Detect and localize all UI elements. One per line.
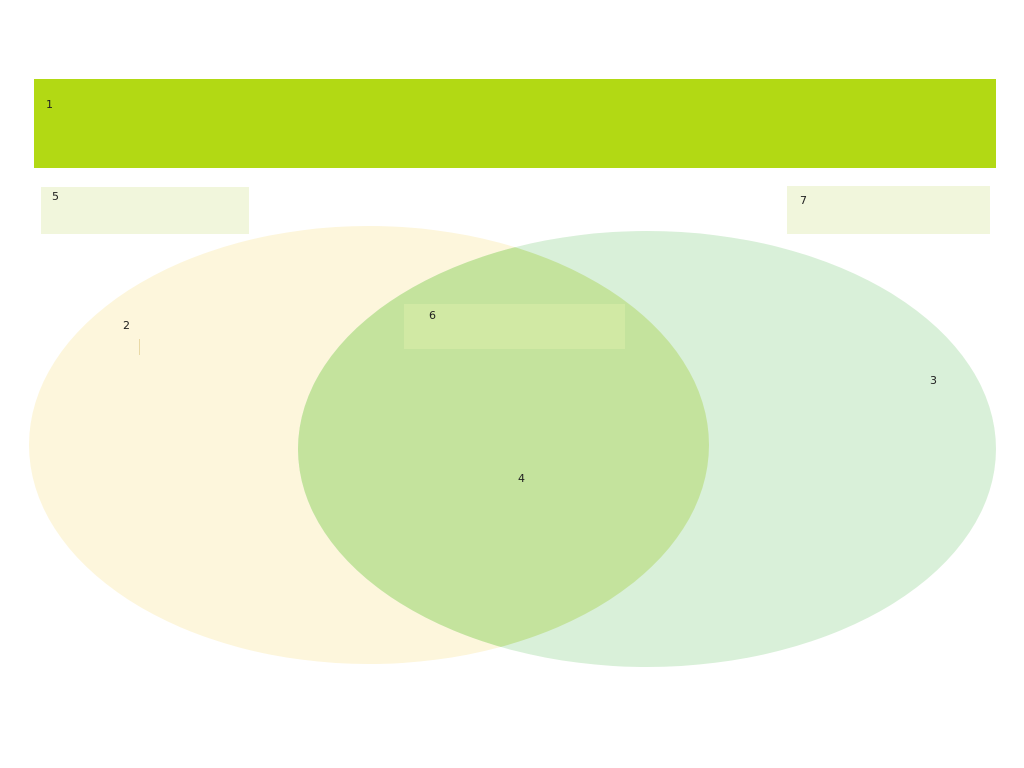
venn-overlap-label: 4 <box>518 472 525 485</box>
venn-set-a-label: 2 <box>123 319 130 332</box>
label-box-right-text: 7 <box>800 194 807 207</box>
label-box-right[interactable]: 7 <box>787 186 990 234</box>
label-box-center-text: 6 <box>429 309 436 322</box>
header-label: 1 <box>46 98 53 111</box>
text-cursor <box>139 339 140 355</box>
label-box-left-text: 5 <box>52 190 59 203</box>
label-box-left[interactable]: 5 <box>41 187 249 234</box>
label-box-center[interactable]: 6 <box>404 304 625 349</box>
venn-set-b-label: 3 <box>930 374 937 387</box>
header-bar[interactable]: 1 <box>34 79 996 168</box>
